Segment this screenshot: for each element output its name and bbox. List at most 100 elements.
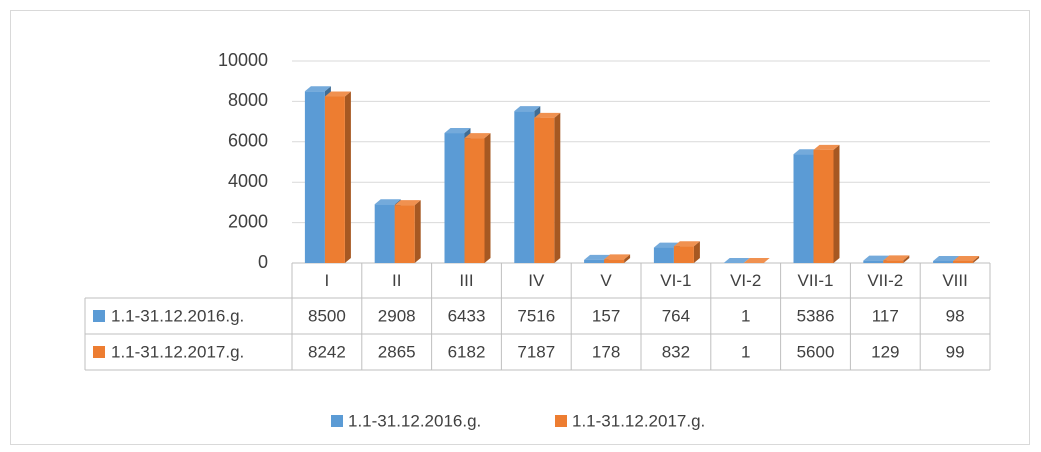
bar xyxy=(534,112,561,263)
bar-top xyxy=(394,200,421,206)
table-value: 99 xyxy=(946,342,965,361)
bar-top xyxy=(673,241,700,247)
table-value: 1 xyxy=(741,306,750,325)
table-value: 129 xyxy=(871,342,899,361)
bar-front xyxy=(653,247,674,263)
legend-label: 1.1-31.12.2017.g. xyxy=(572,411,705,430)
x-tick-label: V xyxy=(600,271,612,290)
bar xyxy=(743,257,770,263)
bar-top xyxy=(444,128,471,134)
bar-top xyxy=(863,255,890,261)
table-value: 157 xyxy=(592,306,620,325)
bar-side xyxy=(554,112,561,263)
bar-front xyxy=(514,111,535,263)
table-value: 8500 xyxy=(308,306,346,325)
legend-label: 1.1-31.12.2016.g. xyxy=(348,411,481,430)
table-value: 8242 xyxy=(308,342,346,361)
bar-side xyxy=(833,144,840,263)
table-legend-key xyxy=(93,346,105,358)
bar-top xyxy=(304,86,331,92)
bar-front xyxy=(933,261,954,263)
bar-front xyxy=(534,117,555,263)
table-value: 5386 xyxy=(797,306,835,325)
bar-side xyxy=(903,255,910,263)
bar-front xyxy=(673,246,694,263)
x-tick-label: VI-1 xyxy=(660,271,691,290)
table-legend-key xyxy=(93,310,105,322)
bar xyxy=(394,200,421,263)
legend-key xyxy=(555,415,567,427)
table-value: 832 xyxy=(662,342,690,361)
table-value: 178 xyxy=(592,342,620,361)
bar-front xyxy=(953,261,974,263)
table-value: 98 xyxy=(946,306,965,325)
bar xyxy=(883,255,910,263)
bar-front xyxy=(584,259,605,263)
bar xyxy=(953,256,980,263)
bar-top xyxy=(514,106,541,112)
table-value: 7516 xyxy=(517,306,555,325)
x-tick-label: VII-2 xyxy=(867,271,903,290)
bar-front xyxy=(394,205,415,263)
bar-front xyxy=(374,204,395,263)
bar-front xyxy=(324,96,345,263)
bar-side xyxy=(763,257,770,263)
bar-top xyxy=(324,91,351,97)
bar xyxy=(324,91,351,263)
x-tick-label: VII-1 xyxy=(798,271,834,290)
y-tick-label: 4000 xyxy=(228,171,268,191)
bar-front xyxy=(444,133,465,263)
y-tick-label: 0 xyxy=(258,252,268,272)
bar-top xyxy=(604,254,631,260)
bar-top xyxy=(653,242,680,248)
legend-key xyxy=(331,415,343,427)
table-value: 5600 xyxy=(797,342,835,361)
bar xyxy=(813,144,840,263)
bar-top xyxy=(584,254,611,260)
bar-top xyxy=(933,256,960,262)
y-tick-label: 2000 xyxy=(228,211,268,231)
table-series-name: 1.1-31.12.2017.g. xyxy=(111,342,244,361)
bar-side xyxy=(973,256,980,263)
bar-top xyxy=(723,257,750,263)
y-tick-label: 6000 xyxy=(228,131,268,151)
y-tick-label: 10000 xyxy=(218,50,268,70)
bar-top xyxy=(883,255,910,261)
bar-side xyxy=(624,254,631,263)
bar-side xyxy=(414,200,421,263)
bar-front xyxy=(863,260,884,263)
bar xyxy=(464,133,491,263)
x-tick-label: I xyxy=(325,271,330,290)
bar-top xyxy=(464,133,491,139)
table-value: 6182 xyxy=(448,342,486,361)
bar-side xyxy=(693,241,700,263)
table-value: 2865 xyxy=(378,342,416,361)
bar-top xyxy=(813,144,840,150)
table-value: 117 xyxy=(872,306,899,325)
bar-front xyxy=(813,149,834,263)
bar xyxy=(604,254,631,263)
bar-side xyxy=(484,133,491,263)
table-value: 6433 xyxy=(448,306,486,325)
bar-top xyxy=(743,257,770,263)
bar-top xyxy=(374,199,401,205)
x-tick-label: II xyxy=(392,271,401,290)
bar-front xyxy=(604,259,625,263)
bar-side xyxy=(344,91,351,263)
table-value: 1 xyxy=(741,342,750,361)
x-tick-label: III xyxy=(459,271,473,290)
table-value: 764 xyxy=(662,306,690,325)
bar-top xyxy=(534,112,561,118)
bar-top xyxy=(953,256,980,262)
bar xyxy=(673,241,700,263)
table-series-name: 1.1-31.12.2016.g. xyxy=(111,306,244,325)
bar-front xyxy=(793,154,814,263)
x-tick-label: VIII xyxy=(942,271,968,290)
y-tick-label: 8000 xyxy=(228,90,268,110)
x-tick-label: IV xyxy=(528,271,545,290)
x-tick-label: VI-2 xyxy=(730,271,761,290)
bar-top xyxy=(793,149,820,155)
table-value: 2908 xyxy=(378,306,416,325)
table-value: 7187 xyxy=(517,342,555,361)
